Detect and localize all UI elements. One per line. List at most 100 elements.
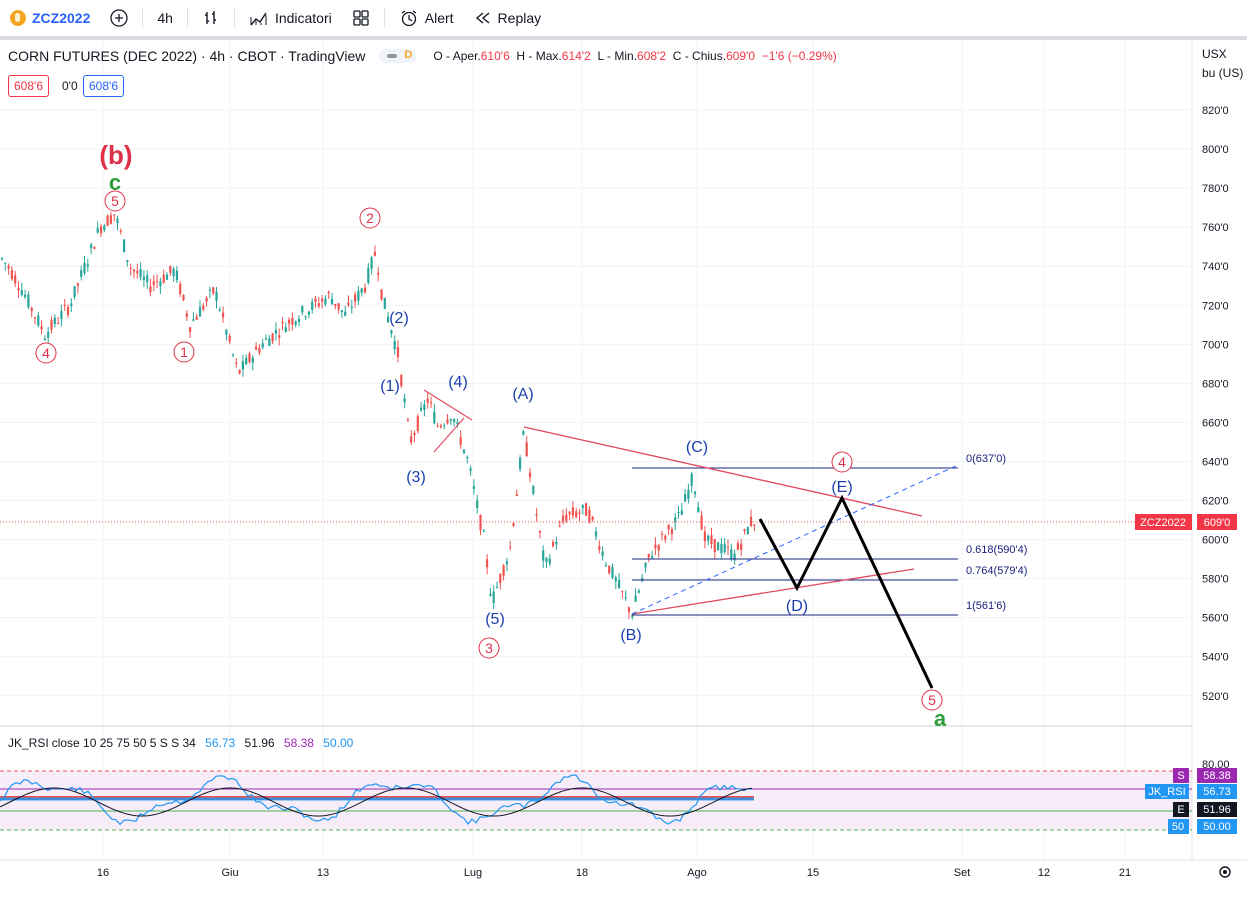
ohlc-min-label: Min. <box>614 49 638 63</box>
candle-body <box>588 509 591 522</box>
candle-body <box>446 419 449 424</box>
wave-circle-4-left: 4 <box>35 342 57 364</box>
candle-body <box>538 531 541 533</box>
candle-body <box>420 407 423 411</box>
candle-body <box>611 567 614 578</box>
rsi-tag-main-text: JK_RSI <box>1148 786 1185 798</box>
wave-label-4: (4) <box>448 374 468 391</box>
candle-body <box>103 225 106 231</box>
rsi-tag-e-val <box>1197 802 1237 817</box>
chart-settings-button[interactable] <box>1219 866 1231 878</box>
wave-projection-path[interactable] <box>758 494 934 689</box>
candle-body <box>47 332 50 338</box>
candle-body <box>129 267 132 269</box>
ohlc-high: 614'2 <box>561 49 591 63</box>
candle-body <box>476 500 479 508</box>
candle-body <box>723 543 726 553</box>
last-symbol-text: ZCZ2022 <box>1140 517 1186 529</box>
price-tick: 520'0 <box>1202 691 1229 703</box>
rsi-name: JK_RSI <box>8 736 49 750</box>
candle-body <box>175 270 178 281</box>
time-tick: Lug <box>464 867 482 879</box>
rsi-tag-s-val-text: 58.38 <box>1203 770 1231 782</box>
candle-body <box>713 539 716 552</box>
time-axis[interactable]: 16 Giu 13 Lug 18 Ago 15 Set 12 21 <box>97 867 1131 879</box>
rsi-value-3: 58.38 <box>283 736 314 750</box>
wave-circle-1-label: 1 <box>180 344 188 360</box>
candle-body <box>717 542 720 551</box>
ohlc-c-label: C <box>672 49 682 63</box>
candle-body <box>624 597 627 599</box>
candle-body <box>165 274 169 280</box>
ohlc-max-label: Max. <box>535 49 562 63</box>
indicators-button[interactable]: Indicatori <box>239 0 342 36</box>
candle-body <box>337 303 340 310</box>
trendline-dashed[interactable] <box>631 464 959 615</box>
candle-body <box>205 297 208 302</box>
candle-body <box>730 549 733 560</box>
chart-type-button[interactable] <box>192 0 230 36</box>
replay-label: Replay <box>497 10 542 26</box>
candle-body <box>462 449 466 454</box>
candle-body <box>109 215 112 224</box>
layouts-button[interactable] <box>342 0 380 36</box>
chart-title[interactable]: CORN FUTURES (DEC 2022) · 4h · CBOT · Tr… <box>8 48 366 64</box>
candle-body <box>96 227 99 233</box>
sell-button[interactable]: 608'6 <box>8 75 49 97</box>
compare-symbol-button[interactable] <box>100 0 138 36</box>
price-tick: 680'0 <box>1202 378 1229 390</box>
candle-body <box>156 281 159 283</box>
chart-grid <box>0 40 1192 860</box>
trendline-triangle-lower[interactable] <box>631 568 915 615</box>
status-pill[interactable]: D <box>379 49 418 63</box>
alarm-clock-icon <box>401 10 417 27</box>
candle-body <box>182 294 185 301</box>
interval-button[interactable]: 4h <box>157 10 173 26</box>
alert-button[interactable]: Alert <box>389 0 464 36</box>
price-tick: 580'0 <box>1202 574 1229 586</box>
fib-label-618: 0.618(590'4) <box>966 544 1027 556</box>
candle-body <box>76 283 79 286</box>
candle-body <box>169 265 172 273</box>
candle-body <box>726 546 730 548</box>
candle-body <box>377 272 380 275</box>
symbol-label: ZCZ2022 <box>32 10 91 26</box>
trendline-small-upper[interactable] <box>423 389 473 421</box>
ohlc-o-label: O <box>433 49 443 63</box>
symbol-search[interactable]: ZCZ2022 <box>0 0 100 36</box>
buy-button[interactable]: 608'6 <box>83 75 124 97</box>
rsi-legend[interactable]: JK_RSI close 10 25 75 50 5 S S 34 56.73 5… <box>8 736 359 750</box>
candle-body <box>505 561 508 565</box>
status-dash-icon <box>387 54 398 58</box>
candle-body <box>561 515 565 522</box>
rsi-tag-main-val <box>1197 784 1237 799</box>
currency-label[interactable]: USX <box>1202 47 1227 61</box>
price-axis-bg <box>1192 40 1247 860</box>
candle-body <box>660 533 664 535</box>
bars-icon <box>204 11 216 24</box>
last-symbol-tag <box>1135 514 1192 530</box>
price-tick: 780'0 <box>1202 183 1229 195</box>
candle-body <box>70 303 73 307</box>
gear-icon <box>1219 866 1231 878</box>
candle-body <box>264 338 268 340</box>
unit-label[interactable]: bu (US) <box>1202 66 1243 80</box>
rsi-tag-e-text: E <box>1177 804 1184 816</box>
fib-label-1: 1(561'6) <box>966 600 1006 612</box>
candle-body <box>215 291 218 301</box>
candle-body <box>697 507 700 513</box>
wave-label-C: (C) <box>686 439 708 456</box>
wave-label-3: (3) <box>406 469 426 486</box>
candle-body <box>83 262 86 274</box>
candle-body <box>317 303 320 307</box>
trendline-triangle-upper[interactable] <box>523 426 923 517</box>
candle-body <box>400 375 403 386</box>
wave-label-c-green: c <box>109 170 121 195</box>
wave-circle-4-left-label: 4 <box>42 345 50 361</box>
replay-button[interactable]: Replay <box>464 0 552 36</box>
candle-body <box>373 252 376 256</box>
candle-body <box>489 594 492 596</box>
candle-body <box>515 494 518 496</box>
trendline-small-lower[interactable] <box>433 417 465 453</box>
